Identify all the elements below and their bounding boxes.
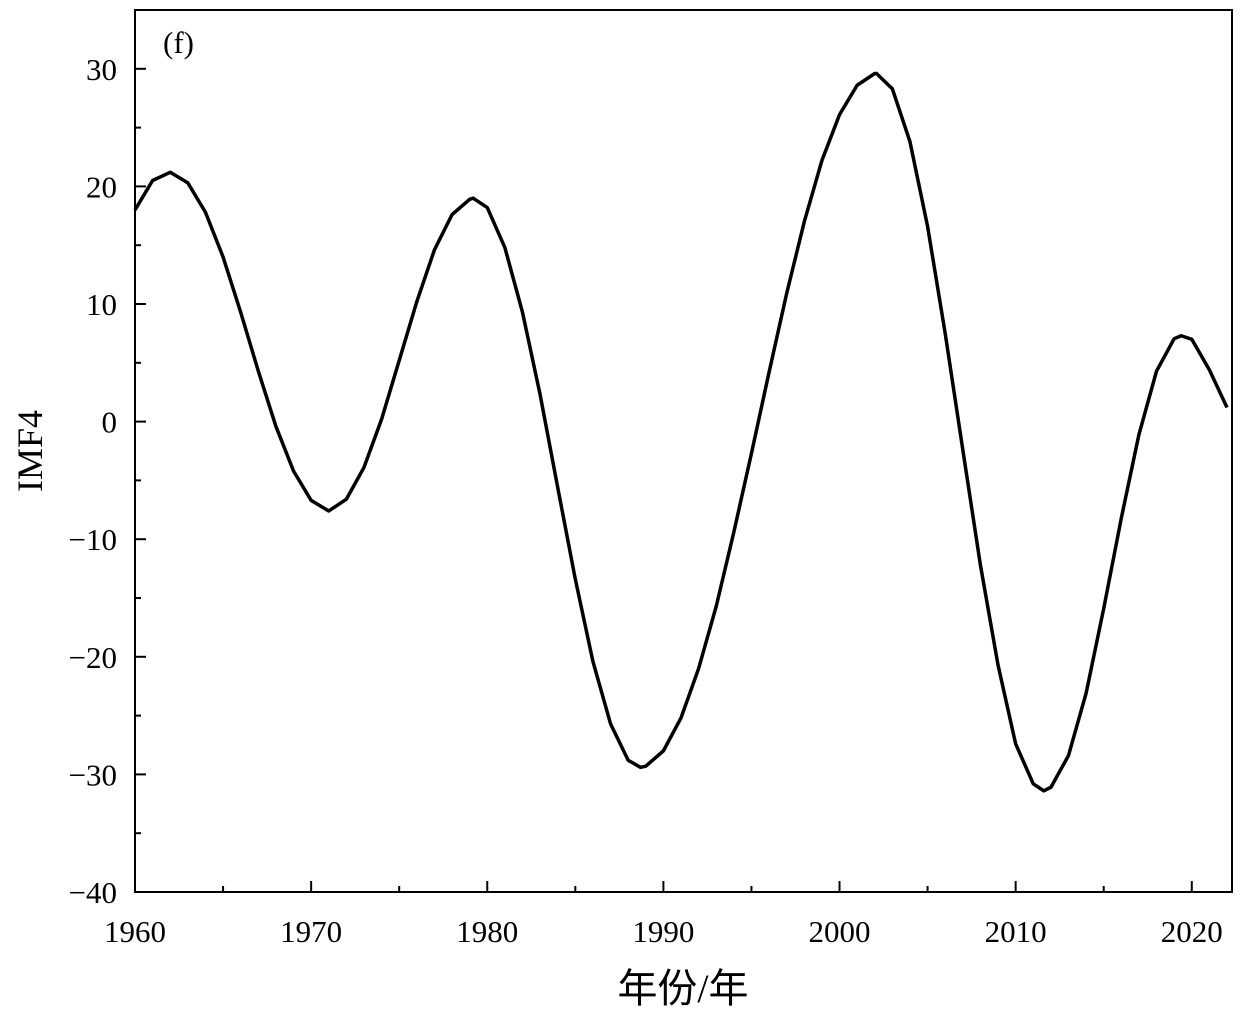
y-tick-label: −10 [69, 522, 117, 557]
x-tick-label: 1970 [280, 914, 342, 949]
y-tick-label: −20 [69, 640, 117, 675]
x-tick-label: 2010 [985, 914, 1047, 949]
y-tick-label: −30 [69, 757, 117, 792]
x-axis-label: 年份/年 [617, 966, 748, 1011]
panel-label: (f) [163, 25, 194, 60]
x-tick-label: 2000 [809, 914, 871, 949]
x-tick-label: 1990 [632, 914, 694, 949]
y-tick-label: 20 [86, 169, 117, 204]
plot-frame [134, 9, 1233, 893]
y-tick-label: 0 [102, 405, 118, 440]
x-tick-label: 1960 [104, 914, 166, 949]
y-axis-label: IMF4 [10, 410, 50, 492]
y-tick-label: 30 [86, 52, 117, 87]
x-tick-label: 1980 [456, 914, 518, 949]
y-tick-label: 10 [86, 287, 117, 322]
data-line [133, 71, 1229, 793]
y-tick-label: −40 [69, 875, 117, 910]
x-tick-label: 2020 [1161, 914, 1223, 949]
